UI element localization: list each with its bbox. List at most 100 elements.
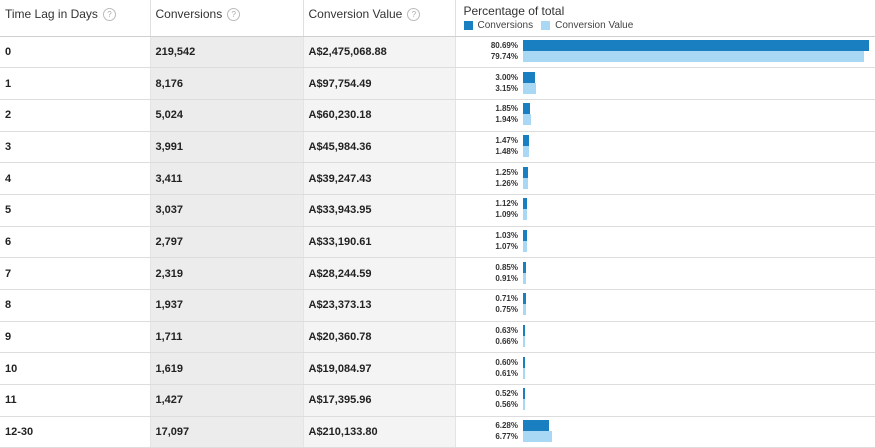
cell-conversions: 1,619 bbox=[150, 353, 303, 385]
pct-conversion-value-label: 79.74% bbox=[478, 52, 518, 62]
pct-conversion-value-label: 6.77% bbox=[478, 432, 518, 442]
pct-conversions-label: 0.52% bbox=[478, 389, 518, 399]
bar-conversions bbox=[523, 388, 525, 399]
column-header-conversion-value-label: Conversion Value bbox=[309, 7, 403, 21]
bar-conversions bbox=[523, 293, 526, 304]
bar-group: 80.69% 79.74% bbox=[456, 37, 875, 67]
cell-conversions: 3,037 bbox=[150, 194, 303, 226]
bar-conversions bbox=[523, 262, 527, 273]
cell-conversion-value: A$210,133.80 bbox=[303, 416, 455, 448]
pct-conversion-value-label: 0.56% bbox=[478, 400, 518, 410]
cell-time-lag: 2 bbox=[0, 99, 150, 131]
bar-group: 1.12% 1.09% bbox=[456, 195, 875, 225]
cell-time-lag: 9 bbox=[0, 321, 150, 353]
pct-conversions-label: 80.69% bbox=[478, 41, 518, 51]
cell-percentage-bars: 1.03% 1.07% bbox=[455, 226, 875, 258]
cell-percentage-bars: 0.85% 0.91% bbox=[455, 258, 875, 290]
bar-conversion-value bbox=[523, 51, 865, 62]
cell-conversions: 3,991 bbox=[150, 131, 303, 163]
cell-time-lag: 3 bbox=[0, 131, 150, 163]
pct-conversions-label: 0.85% bbox=[478, 263, 518, 273]
pct-conversions-label: 0.60% bbox=[478, 358, 518, 368]
column-header-time-lag-label: Time Lag in Days bbox=[5, 7, 98, 21]
pct-conversion-value-label: 3.15% bbox=[478, 84, 518, 94]
cell-conversion-value: A$97,754.49 bbox=[303, 68, 455, 100]
cell-time-lag: 10 bbox=[0, 353, 150, 385]
bar-conversion-value bbox=[523, 368, 526, 379]
cell-conversion-value: A$2,475,068.88 bbox=[303, 36, 455, 68]
cell-percentage-bars: 0.63% 0.66% bbox=[455, 321, 875, 353]
pct-conversion-value-label: 0.91% bbox=[478, 274, 518, 284]
help-icon[interactable]: ? bbox=[103, 8, 116, 21]
column-header-conversions[interactable]: Conversions ? bbox=[150, 0, 303, 36]
pct-conversions-label: 1.12% bbox=[478, 199, 518, 209]
bar-conversion-value bbox=[523, 431, 552, 442]
column-header-conversions-label: Conversions bbox=[156, 7, 223, 21]
cell-percentage-bars: 1.47% 1.48% bbox=[455, 131, 875, 163]
table-body: 0 219,542 A$2,475,068.88 80.69% 79.74% 1… bbox=[0, 36, 875, 448]
bar-conversions bbox=[523, 357, 526, 368]
bar-conversions bbox=[523, 230, 527, 241]
help-icon[interactable]: ? bbox=[227, 8, 240, 21]
help-icon[interactable]: ? bbox=[407, 8, 420, 21]
cell-conversion-value: A$33,943.95 bbox=[303, 194, 455, 226]
cell-percentage-bars: 1.25% 1.26% bbox=[455, 163, 875, 195]
pct-conversions-label: 3.00% bbox=[478, 73, 518, 83]
cell-conversion-value: A$17,395.96 bbox=[303, 385, 455, 417]
cell-conversions: 17,097 bbox=[150, 416, 303, 448]
bar-conversion-value bbox=[523, 241, 528, 252]
bar-conversions bbox=[523, 325, 526, 336]
bar-group: 1.03% 1.07% bbox=[456, 227, 875, 257]
cell-conversions: 1,937 bbox=[150, 290, 303, 322]
cell-conversion-value: A$33,190.61 bbox=[303, 226, 455, 258]
cell-conversions: 1,427 bbox=[150, 385, 303, 417]
pct-conversion-value-label: 1.07% bbox=[478, 242, 518, 252]
pct-conversions-label: 1.85% bbox=[478, 104, 518, 114]
bar-conversion-value bbox=[523, 273, 527, 284]
legend-item-conversions: Conversions bbox=[464, 20, 534, 31]
pct-conversions-label: 1.47% bbox=[478, 136, 518, 146]
table-header-row: Time Lag in Days ? Conversions ? Convers… bbox=[0, 0, 875, 36]
table-row: 9 1,711 A$20,360.78 0.63% 0.66% bbox=[0, 321, 875, 353]
legend-item-conversion-value: Conversion Value bbox=[541, 20, 633, 31]
bar-group: 0.60% 0.61% bbox=[456, 354, 875, 384]
column-header-time-lag[interactable]: Time Lag in Days ? bbox=[0, 0, 150, 36]
bar-conversion-value bbox=[523, 178, 528, 189]
bar-group: 6.28% 6.77% bbox=[456, 417, 875, 447]
table-row: 11 1,427 A$17,395.96 0.52% 0.56% bbox=[0, 385, 875, 417]
cell-time-lag: 8 bbox=[0, 290, 150, 322]
bar-conversion-value bbox=[523, 399, 525, 410]
cell-conversions: 219,542 bbox=[150, 36, 303, 68]
bar-group: 1.47% 1.48% bbox=[456, 132, 875, 162]
table-row: 12-30 17,097 A$210,133.80 6.28% 6.77% bbox=[0, 416, 875, 448]
pct-conversion-value-label: 0.66% bbox=[478, 337, 518, 347]
cell-time-lag: 5 bbox=[0, 194, 150, 226]
bar-group: 0.63% 0.66% bbox=[456, 322, 875, 352]
cell-time-lag: 0 bbox=[0, 36, 150, 68]
cell-conversion-value: A$28,244.59 bbox=[303, 258, 455, 290]
cell-conversion-value: A$19,084.97 bbox=[303, 353, 455, 385]
cell-percentage-bars: 1.12% 1.09% bbox=[455, 194, 875, 226]
table-row: 2 5,024 A$60,230.18 1.85% 1.94% bbox=[0, 99, 875, 131]
pct-conversions-label: 1.03% bbox=[478, 231, 518, 241]
pct-conversion-value-label: 0.61% bbox=[478, 369, 518, 379]
column-header-conversion-value[interactable]: Conversion Value ? bbox=[303, 0, 455, 36]
pct-conversion-value-label: 1.26% bbox=[478, 179, 518, 189]
bar-conversions bbox=[523, 167, 528, 178]
cell-time-lag: 7 bbox=[0, 258, 150, 290]
legend-swatch-conversion-value bbox=[541, 21, 550, 30]
cell-conversions: 8,176 bbox=[150, 68, 303, 100]
bar-conversions bbox=[523, 72, 536, 83]
cell-percentage-bars: 0.71% 0.75% bbox=[455, 290, 875, 322]
bar-conversion-value bbox=[523, 336, 526, 347]
pct-conversion-value-label: 1.09% bbox=[478, 210, 518, 220]
cell-conversion-value: A$23,373.13 bbox=[303, 290, 455, 322]
cell-time-lag: 1 bbox=[0, 68, 150, 100]
cell-conversion-value: A$45,984.36 bbox=[303, 131, 455, 163]
bar-conversions bbox=[523, 135, 529, 146]
table-row: 5 3,037 A$33,943.95 1.12% 1.09% bbox=[0, 194, 875, 226]
bar-group: 1.25% 1.26% bbox=[456, 164, 875, 194]
bar-conversion-value bbox=[523, 209, 528, 220]
cell-percentage-bars: 80.69% 79.74% bbox=[455, 36, 875, 68]
